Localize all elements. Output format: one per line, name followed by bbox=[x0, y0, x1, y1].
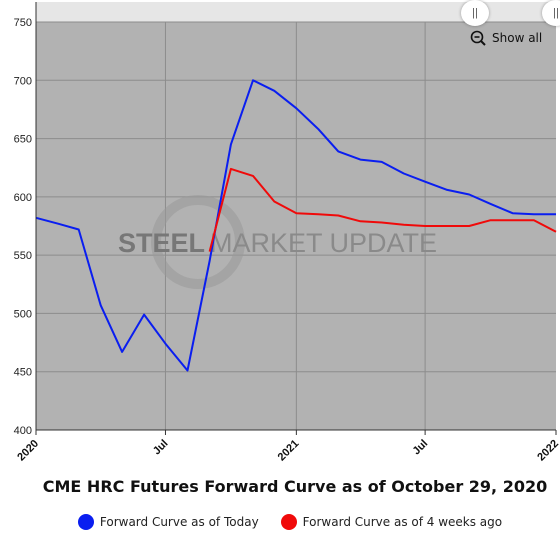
y-tick-label: 550 bbox=[14, 250, 32, 262]
navigator-handle-right[interactable]: || bbox=[542, 0, 560, 26]
series-line-4-weeks-ago bbox=[208, 167, 557, 252]
y-tick-label: 500 bbox=[14, 308, 32, 320]
show-all-label: Show all bbox=[492, 31, 543, 45]
x-tick-label: Jul bbox=[410, 438, 430, 458]
legend-swatch-4-weeks-ago bbox=[280, 514, 297, 530]
navigator-handle-left[interactable]: || bbox=[461, 0, 489, 26]
show-all-button[interactable]: Show all bbox=[470, 30, 542, 46]
chart-title: CME HRC Futures Forward Curve as of Octo… bbox=[42, 477, 548, 496]
series-line-today bbox=[35, 79, 556, 372]
x-tick-label: 2020 bbox=[15, 438, 41, 464]
y-tick-label: 400 bbox=[14, 425, 32, 437]
y-tick-label: 650 bbox=[14, 134, 32, 146]
navigator-strip[interactable] bbox=[36, 2, 560, 22]
legend-item-today[interactable]: Forward Curve as of Today bbox=[77, 514, 259, 530]
series-lines bbox=[35, 79, 557, 372]
y-axis-ticks: 400 450 500 550 600 650 700 750 bbox=[14, 17, 32, 437]
chart: STEEL MARKET UPDATE 400 450 500 550 600 650 70… bbox=[14, 2, 560, 463]
legend: Forward Curve as of Today Forward Curve … bbox=[0, 514, 560, 530]
x-tick-label: Jul bbox=[151, 438, 171, 458]
watermark-market-update: MARKET UPDATE bbox=[210, 228, 437, 258]
watermark-steel: STEEL bbox=[118, 228, 205, 258]
x-tick-label: 2022 bbox=[535, 438, 560, 464]
legend-label-4-weeks-ago: Forward Curve as of 4 weeks ago bbox=[302, 515, 503, 529]
x-axis-ticks: 2020 Jul 2021 Jul 2022 bbox=[15, 430, 560, 463]
x-tick-label: 2021 bbox=[276, 438, 302, 464]
zoom-out-icon bbox=[470, 30, 486, 46]
y-tick-label: 600 bbox=[14, 192, 32, 204]
y-tick-label: 750 bbox=[14, 17, 32, 29]
legend-item-4-weeks-ago[interactable]: Forward Curve as of 4 weeks ago bbox=[280, 514, 503, 530]
grid-lines bbox=[36, 21, 556, 430]
legend-swatch-today bbox=[77, 514, 94, 530]
watermark-logo-ring bbox=[151, 195, 245, 289]
y-tick-label: 450 bbox=[14, 367, 32, 379]
watermark: STEEL MARKET UPDATE bbox=[118, 195, 437, 289]
legend-label-today: Forward Curve as of Today bbox=[99, 515, 259, 529]
y-tick-label: 700 bbox=[14, 75, 32, 87]
